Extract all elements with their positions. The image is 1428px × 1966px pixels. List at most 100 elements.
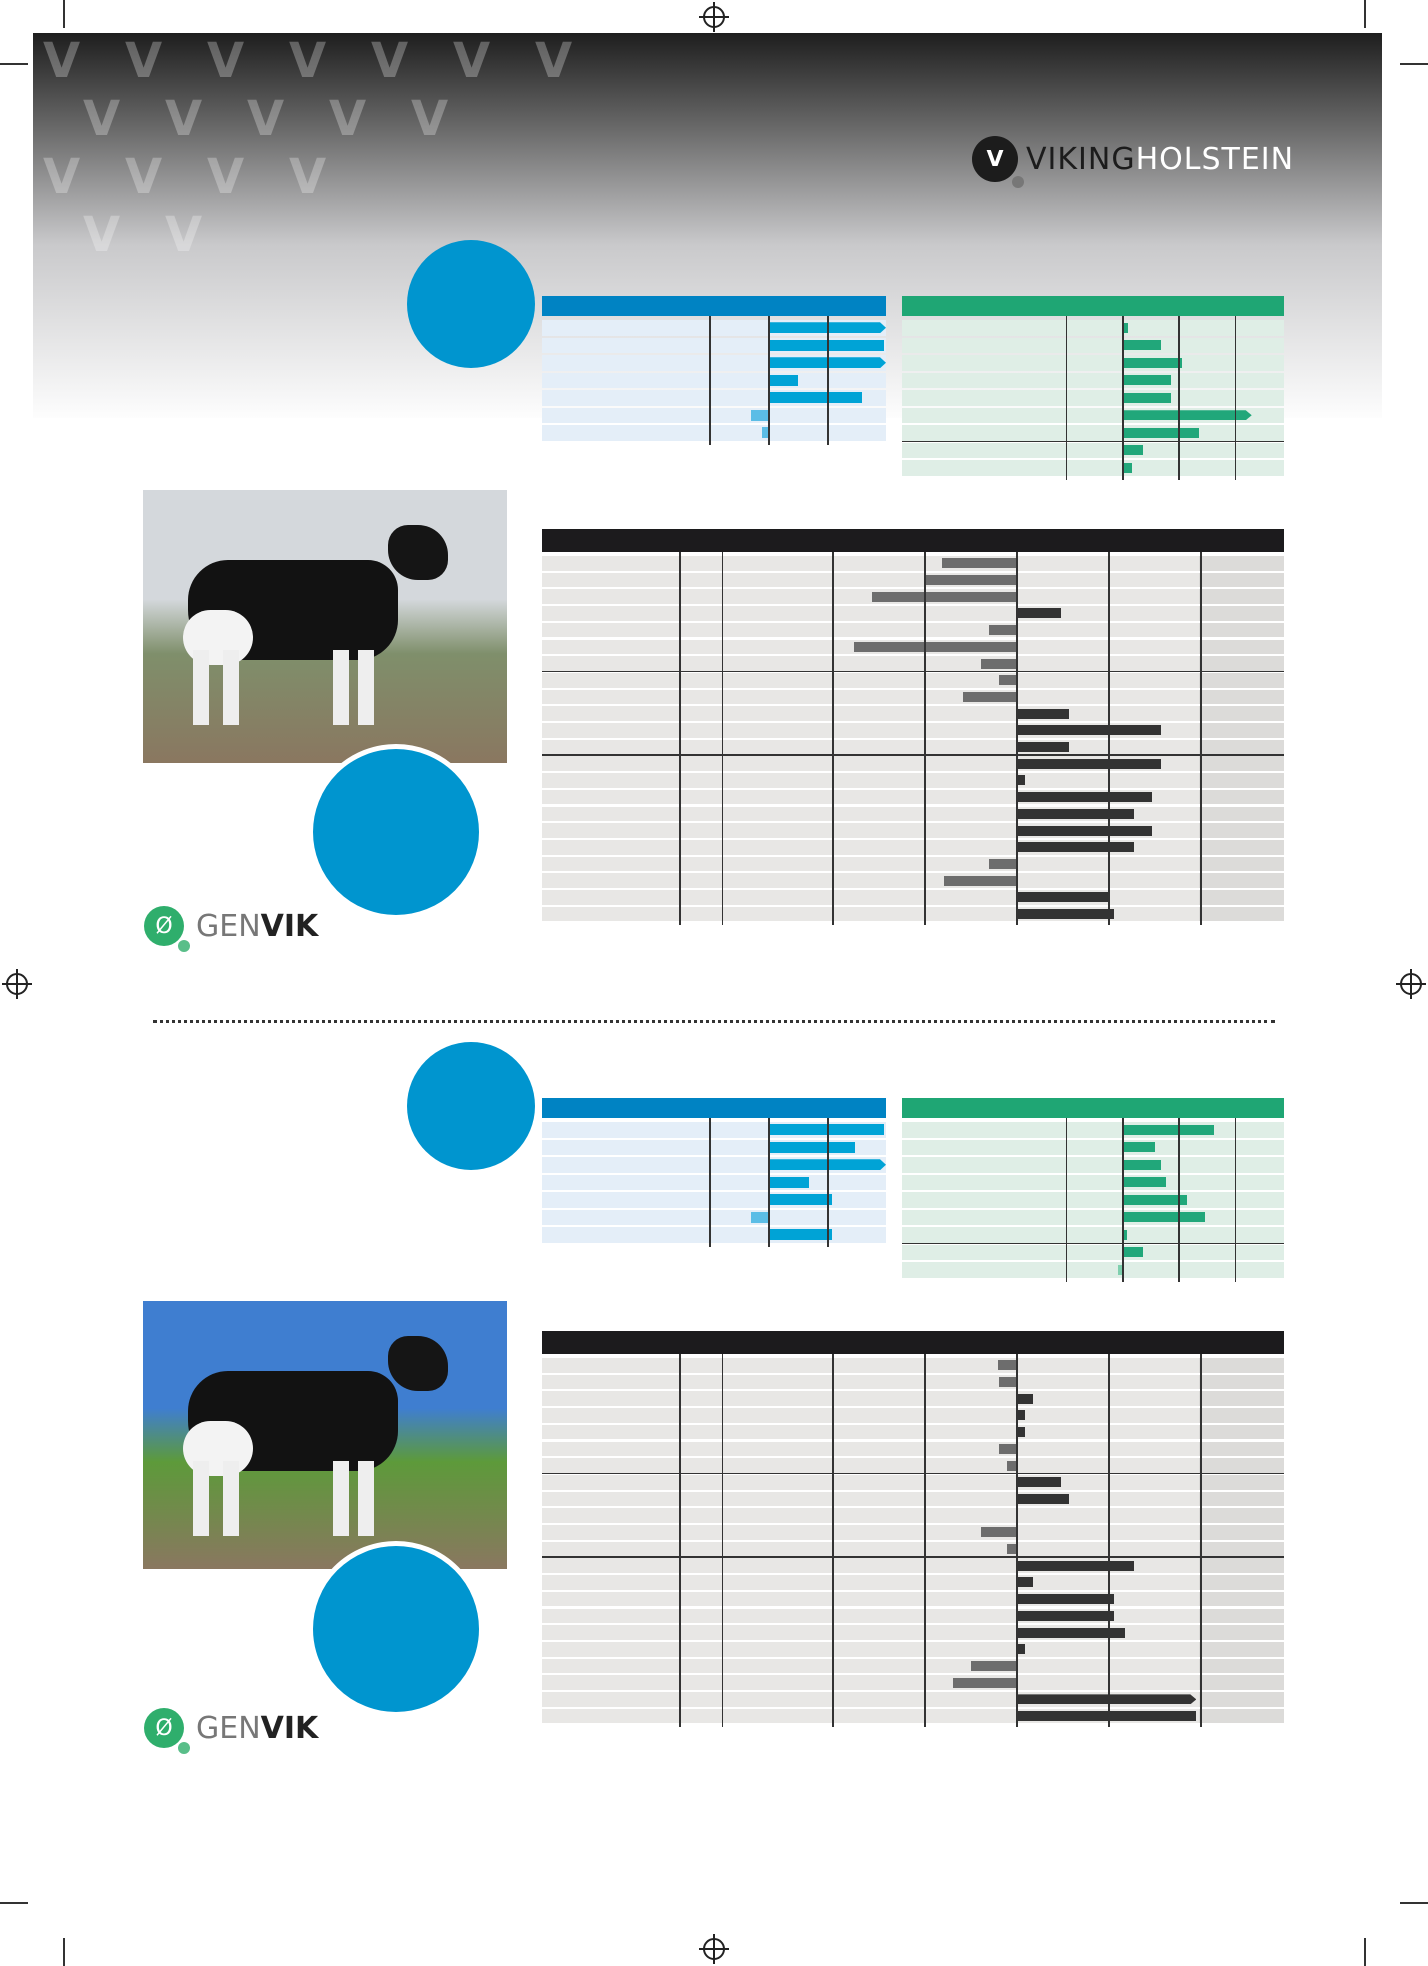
bar-row-5 bbox=[989, 625, 1016, 636]
gridline bbox=[679, 1354, 681, 1728]
chart-row-summary-cell bbox=[1199, 589, 1284, 605]
chart-row-summary-cell bbox=[1199, 890, 1284, 905]
header-gradient-band bbox=[33, 33, 1382, 418]
bar-row-7 bbox=[981, 658, 1016, 669]
chart-bull1-production bbox=[542, 296, 886, 445]
horn-pattern-glyph: V bbox=[371, 33, 409, 89]
cow-leg-shape bbox=[193, 1461, 209, 1536]
bull-photo bbox=[143, 490, 507, 763]
bar-row-15 bbox=[1016, 1594, 1115, 1605]
chart-row-summary-cell bbox=[1199, 906, 1284, 922]
bar-row-9 bbox=[962, 691, 1016, 702]
horn-pattern-glyph: V bbox=[125, 149, 163, 205]
bar-row-12 bbox=[1016, 742, 1070, 753]
chart-row bbox=[902, 425, 1284, 441]
bar-row-13 bbox=[1016, 1560, 1134, 1571]
dna-icon: Ø bbox=[144, 1708, 190, 1754]
chart-row-summary-cell bbox=[1199, 1358, 1284, 1373]
chart-row-summary-cell bbox=[1199, 572, 1284, 588]
genvik-logo-text: GENVIK bbox=[196, 909, 318, 944]
chart-row bbox=[542, 1575, 1284, 1590]
chart-row bbox=[542, 1591, 1284, 1607]
chart-row-summary-cell bbox=[1199, 1491, 1284, 1507]
index-circle bbox=[308, 1541, 484, 1717]
crop-mark bbox=[0, 63, 28, 65]
chart-row bbox=[542, 1491, 1284, 1507]
crop-mark bbox=[1364, 0, 1366, 28]
chart-row-summary-cell bbox=[1199, 723, 1284, 738]
chart-row bbox=[902, 1122, 1284, 1138]
gridline bbox=[1178, 316, 1180, 480]
chart-row bbox=[542, 572, 1284, 588]
gridline bbox=[721, 552, 724, 926]
bar-row-9 bbox=[1118, 1264, 1122, 1275]
bar-row-16 bbox=[1016, 1610, 1115, 1621]
bar-row-18 bbox=[1016, 1644, 1026, 1655]
bar-row-3 bbox=[1016, 1393, 1034, 1404]
crop-mark bbox=[63, 1938, 65, 1966]
chart-row bbox=[542, 789, 1284, 805]
chart-row bbox=[902, 390, 1284, 406]
bar-row-2 bbox=[924, 575, 1016, 586]
bar-row-13 bbox=[1016, 758, 1162, 769]
chart-row-summary-cell bbox=[1199, 739, 1284, 755]
gridline bbox=[1108, 552, 1110, 926]
chart-row bbox=[542, 890, 1284, 905]
chart-row bbox=[542, 556, 1284, 571]
bar-row-4 bbox=[768, 374, 798, 386]
bar-row-22 bbox=[1016, 1711, 1197, 1722]
chart-header-bar bbox=[542, 529, 1284, 552]
chart-row bbox=[902, 372, 1284, 388]
chart-row-summary-cell bbox=[1199, 1458, 1284, 1473]
chart-row bbox=[542, 1541, 1284, 1557]
bar-row-7 bbox=[1006, 1460, 1016, 1471]
logo-dot bbox=[178, 1742, 190, 1754]
cow-head-shape bbox=[388, 1336, 448, 1391]
gridline bbox=[1016, 552, 1018, 926]
bar-row-7 bbox=[768, 1229, 833, 1241]
chart-row bbox=[542, 839, 1284, 855]
group-divider bbox=[542, 1556, 1284, 1558]
chart-row bbox=[542, 656, 1284, 671]
bar-row-1 bbox=[1122, 322, 1128, 333]
chart-row bbox=[902, 442, 1284, 458]
chart-row bbox=[542, 689, 1284, 705]
badge-circle bbox=[407, 240, 535, 368]
crop-mark bbox=[0, 1902, 28, 1904]
chart-header-bar bbox=[542, 1331, 1284, 1354]
chart-row-summary-cell bbox=[1199, 806, 1284, 822]
chart-row bbox=[542, 672, 1284, 688]
chart-row-summary-cell bbox=[1199, 1591, 1284, 1607]
bar-row-5 bbox=[1016, 1427, 1026, 1438]
bar-row-20 bbox=[944, 875, 1016, 886]
genvik-text-gen: GEN bbox=[196, 1710, 261, 1746]
chart-row-summary-cell bbox=[1199, 556, 1284, 571]
bar-row-4 bbox=[1016, 608, 1062, 619]
horn-pattern-glyph: V bbox=[43, 33, 81, 89]
chart-row-summary-cell bbox=[1199, 1541, 1284, 1557]
horn-pattern-glyph: V bbox=[535, 33, 573, 89]
bar-row-19 bbox=[989, 858, 1016, 869]
chart-header-bar bbox=[902, 1098, 1284, 1118]
genvik-text-vik: VIK bbox=[260, 908, 319, 944]
chart-bull2-functional bbox=[902, 1098, 1284, 1282]
gridline bbox=[832, 1354, 834, 1728]
horn-pattern-glyph: V bbox=[453, 33, 491, 89]
bar-row-5 bbox=[1122, 392, 1172, 403]
gridline bbox=[1178, 1118, 1180, 1282]
chart-row bbox=[902, 355, 1284, 371]
chart-row-summary-cell bbox=[1199, 1608, 1284, 1624]
chart-row-summary-cell bbox=[1199, 1558, 1284, 1574]
bar-row-5 bbox=[768, 392, 863, 404]
chart-row bbox=[542, 1358, 1284, 1373]
bar-row-6 bbox=[751, 409, 768, 421]
chart-row bbox=[542, 1625, 1284, 1640]
cow-leg-shape bbox=[358, 650, 374, 725]
bar-row-3 bbox=[1122, 357, 1183, 368]
bar-row-6 bbox=[1122, 410, 1252, 420]
chart-row-summary-cell bbox=[1199, 1708, 1284, 1724]
registration-mark-icon bbox=[699, 2, 729, 32]
gridline bbox=[679, 552, 681, 926]
bar-row-3 bbox=[1122, 1159, 1161, 1170]
